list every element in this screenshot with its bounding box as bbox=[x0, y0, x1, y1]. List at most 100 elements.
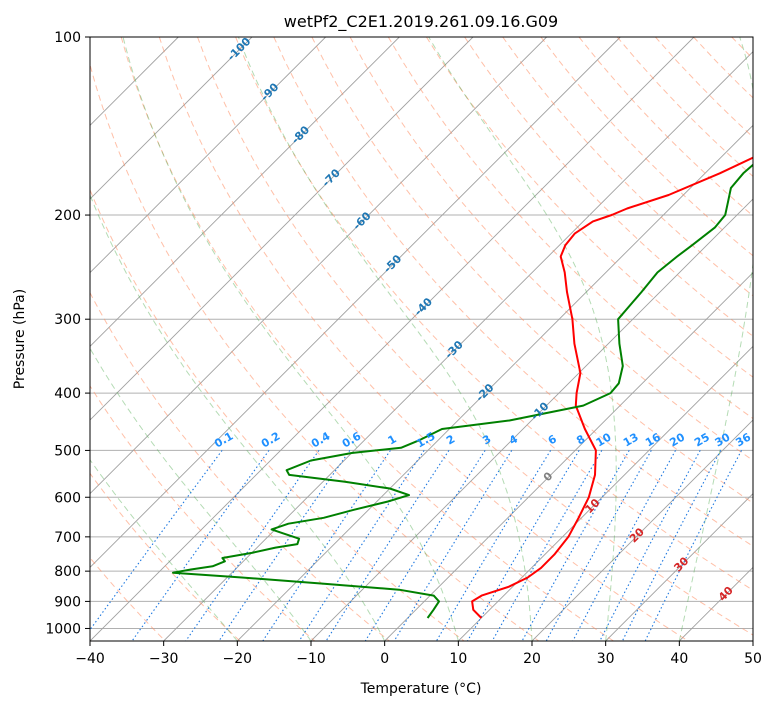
y-tick-label: 300 bbox=[54, 312, 81, 328]
x-tick-label: −30 bbox=[149, 651, 179, 667]
x-axis: −40 −30 −20 −10 0 10 20 30 40 50 bbox=[75, 641, 762, 667]
mixing-ratio-label: 0.6 bbox=[340, 429, 364, 450]
y-tick-label: 800 bbox=[54, 564, 81, 580]
dry-adiabat-line bbox=[464, 37, 753, 337]
dry-adiabat-line bbox=[197, 37, 753, 636]
mixing-ratio-line bbox=[435, 450, 552, 641]
x-tick-label: 30 bbox=[597, 651, 615, 667]
isotherm-label: -20 bbox=[473, 381, 496, 404]
isotherm-line bbox=[458, 345, 753, 641]
mixing-ratio-line bbox=[621, 450, 722, 641]
x-tick-label: 0 bbox=[380, 651, 389, 667]
dry-adiabat-line bbox=[655, 37, 753, 138]
y-axis: 100 200 300 400 500 600 700 800 900 1000 bbox=[45, 30, 90, 637]
y-tick-label: 500 bbox=[54, 443, 81, 459]
dry-adiabat-line bbox=[540, 37, 753, 257]
mixing-ratio-label: 3 bbox=[480, 432, 493, 447]
isotherm-line bbox=[90, 37, 326, 274]
dry-adiabat-line bbox=[425, 37, 753, 378]
plot-frame bbox=[89, 36, 754, 642]
y-tick-label: 900 bbox=[54, 594, 81, 610]
isotherm-label: 40 bbox=[716, 584, 736, 604]
isotherm-line bbox=[752, 640, 753, 641]
mixing-ratio-label: 2 bbox=[444, 432, 457, 447]
x-tick-label: 50 bbox=[744, 651, 762, 667]
mixing-ratio-label: 20 bbox=[667, 430, 687, 449]
mixing-ratio-line bbox=[572, 450, 676, 641]
temperature-profile-line bbox=[471, 156, 753, 619]
mixing-ratio-label: 4 bbox=[507, 432, 520, 447]
mixing-ratio-line bbox=[491, 450, 603, 641]
dry-adiabat-line bbox=[387, 37, 753, 420]
isotherm-label: -90 bbox=[258, 80, 281, 103]
dry-adiabat-line bbox=[90, 291, 391, 641]
dry-adiabat-line bbox=[90, 384, 316, 641]
isotherm-line bbox=[310, 198, 753, 641]
x-tick-label: 10 bbox=[449, 651, 467, 667]
dry-adiabat-line bbox=[349, 37, 753, 462]
isotherm-line bbox=[90, 37, 621, 568]
isotherm-label: 20 bbox=[627, 525, 647, 545]
x-tick-label: 20 bbox=[523, 651, 541, 667]
moist-adiabat-line bbox=[428, 37, 617, 641]
isotherm-line bbox=[90, 37, 400, 347]
mixing-ratio-line bbox=[393, 450, 513, 641]
mixing-ratio-line bbox=[325, 450, 450, 641]
isotherm-label: -50 bbox=[381, 252, 404, 275]
isotherm-line bbox=[90, 37, 547, 495]
dry-adiabat-line bbox=[158, 37, 690, 641]
moist-adiabat-line bbox=[90, 193, 386, 641]
isotherm-line bbox=[90, 37, 695, 641]
x-tick-label: −40 bbox=[75, 651, 105, 667]
y-axis-title: Pressure (hPa) bbox=[12, 289, 28, 389]
isotherm-line bbox=[90, 37, 474, 421]
isotherm-label: -80 bbox=[289, 123, 312, 146]
x-tick-label: −10 bbox=[296, 651, 326, 667]
mixing-ratio-label: 25 bbox=[692, 431, 712, 450]
dry-adiabat-line bbox=[273, 37, 753, 547]
mixing-ratio-label: 16 bbox=[643, 430, 663, 449]
mixing-ratio-line bbox=[466, 450, 580, 641]
isotherm-label: 10 bbox=[582, 496, 602, 516]
isotherm-line bbox=[679, 566, 753, 641]
y-tick-label: 200 bbox=[54, 208, 81, 224]
mixing-ratio-line bbox=[364, 450, 486, 641]
moist-adiabat-line bbox=[90, 458, 238, 641]
mixing-ratio-label: 0.4 bbox=[309, 429, 333, 450]
isotherm-label: -70 bbox=[320, 166, 343, 189]
dry-adiabat-line bbox=[90, 62, 540, 641]
moist-adiabat-line bbox=[122, 37, 459, 641]
dry-adiabat-line bbox=[311, 37, 753, 504]
mixing-ratio-label: 1 bbox=[386, 432, 399, 447]
x-axis-title: Temperature (°C) bbox=[360, 681, 482, 697]
dewpoint-profile-line bbox=[172, 163, 753, 619]
isotherm-label: -10 bbox=[528, 399, 551, 422]
isotherm-line bbox=[384, 272, 753, 641]
y-tick-label: 100 bbox=[54, 30, 81, 46]
isotherm-label: -30 bbox=[442, 338, 465, 361]
y-tick-label: 1000 bbox=[45, 621, 81, 637]
isotherm-label: -60 bbox=[350, 209, 373, 232]
isotherm-line bbox=[237, 124, 753, 641]
mixing-ratio-line bbox=[298, 450, 425, 641]
dry-adiabat-line bbox=[90, 188, 465, 641]
mixing-ratio-label: 10 bbox=[594, 430, 614, 449]
x-tick-label: 40 bbox=[670, 651, 688, 667]
dry-adiabat-line bbox=[616, 37, 753, 178]
mixing-ratio-line bbox=[131, 450, 270, 641]
y-tick-label: 700 bbox=[54, 530, 81, 546]
mixing-ratio-line bbox=[644, 450, 742, 641]
dry-adiabat-line bbox=[770, 37, 775, 643]
moist-adiabat-line bbox=[90, 347, 312, 641]
isotherm-line bbox=[163, 51, 753, 641]
mixing-ratio-label: 36 bbox=[733, 430, 753, 449]
chart-title: wetPf2_C2E1.2019.261.09.16.G09 bbox=[284, 12, 558, 32]
mixing-ratio-label: 0.2 bbox=[259, 429, 282, 450]
y-tick-label: 600 bbox=[54, 490, 81, 506]
isotherm-line bbox=[605, 493, 753, 641]
dry-adiabat-line bbox=[235, 37, 753, 591]
isotherm-label: -40 bbox=[412, 295, 435, 318]
mixing-ratio-line bbox=[90, 450, 223, 631]
mixing-ratio-line bbox=[262, 450, 391, 641]
